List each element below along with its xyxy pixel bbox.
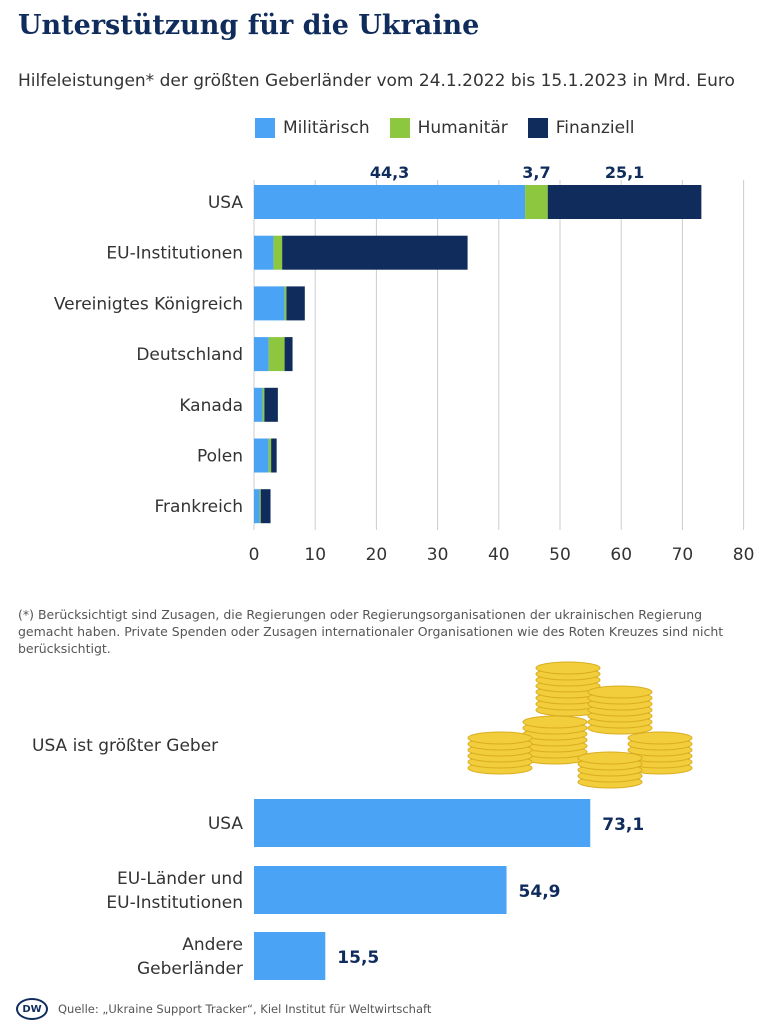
total-category-label: USA [208, 814, 244, 834]
bar-militärisch-3 [254, 337, 269, 372]
total-bar-chart: 73,1 USA 54,9 EU-Länder und EU-Institutionen… [106, 799, 644, 980]
total-category-label: EU-Institutionen [106, 893, 243, 913]
bar-militärisch-1 [254, 235, 274, 270]
data-label-usa-2: 25,1 [605, 163, 644, 182]
x-tick-label: 0 [249, 545, 260, 565]
x-tick-label: 60 [610, 545, 632, 565]
total-bar-2 [254, 932, 326, 980]
coin-stack [627, 731, 693, 775]
legend-swatch-financial [527, 118, 548, 138]
total-value-label: 15,5 [337, 948, 379, 968]
bar-humanitär-1 [273, 235, 283, 270]
total-bar-1 [254, 866, 507, 914]
coin-stack [522, 715, 588, 765]
category-label: Deutschland [136, 345, 243, 365]
total-category-label: EU-Länder und [117, 869, 243, 889]
x-tick-label: 70 [672, 545, 694, 565]
source-text: Quelle: „Ukraine Support Tracker“, Kiel … [58, 1002, 432, 1016]
category-label: Polen [197, 447, 243, 467]
coin-stack [577, 751, 643, 789]
bar-humanitär-3 [268, 337, 285, 372]
bar-humanitär-4 [262, 387, 265, 422]
bar-humanitär-6 [259, 489, 261, 524]
category-label: EU-Institutionen [106, 244, 243, 264]
dw-logo: DW [16, 998, 48, 1020]
coin [522, 715, 588, 729]
coin-stack [587, 685, 653, 735]
coin-stack [535, 661, 601, 717]
total-bar-0 [254, 799, 591, 847]
total-category-label: Geberländer [137, 959, 243, 979]
coin-stack [467, 731, 533, 775]
bar-militärisch-2 [254, 286, 285, 321]
category-label: Vereinigtes Königreich [54, 294, 243, 314]
section2-title: USA ist größter Geber [32, 736, 219, 756]
legend-label-military: Militärisch [283, 118, 370, 138]
category-label: Frankreich [155, 497, 244, 517]
x-tick-label: 40 [488, 545, 510, 565]
total-category-label: Andere [182, 935, 243, 955]
bar-finanziell-4 [264, 387, 278, 422]
coin [577, 751, 643, 765]
legend-item-military: Militärisch [255, 118, 370, 138]
coin [467, 731, 533, 745]
bar-militärisch-5 [254, 438, 269, 473]
x-tick-label: 20 [366, 545, 388, 565]
legend-label-financial: Finanziell [555, 118, 635, 138]
x-tick-label: 10 [304, 545, 326, 565]
bar-militärisch-0 [254, 185, 526, 219]
legend-label-humanitarian: Humanitär [417, 118, 508, 138]
bar-finanziell-2 [286, 286, 305, 321]
bar-militärisch-6 [254, 489, 260, 524]
data-label-usa-0: 44,3 [370, 163, 409, 182]
legend-item-humanitarian: Humanitär [389, 118, 508, 138]
data-label-usa-1: 3,7 [522, 163, 550, 182]
chart-subtitle: Hilfeleistungen* der größten Geberländer… [18, 71, 735, 91]
x-tick-label: 50 [549, 545, 571, 565]
coin-stacks-illustration [467, 661, 693, 789]
source-line: DW Quelle: „Ukraine Support Tracker“, Ki… [16, 998, 431, 1020]
legend-item-financial: Finanziell [527, 118, 635, 138]
bar-militärisch-4 [254, 387, 263, 422]
x-tick-label: 30 [427, 545, 449, 565]
legend-swatch-humanitarian [389, 118, 410, 138]
bar-finanziell-1 [282, 235, 468, 270]
stacked-bar-chart: 0 10 20 30 40 50 60 70 80 USA 44,3 3,7 25,1 EU-Instit… [54, 163, 755, 565]
coin [627, 731, 693, 745]
x-tick-label: 80 [733, 545, 755, 565]
chart-title: Unterstützung für die Ukraine [18, 10, 480, 41]
category-label: USA [208, 193, 244, 213]
total-value-label: 73,1 [602, 815, 644, 835]
coin [587, 685, 653, 699]
bar-finanziell-0 [547, 185, 702, 219]
bar-finanziell-6 [260, 489, 271, 524]
bar-finanziell-5 [271, 438, 277, 473]
bar-humanitär-5 [268, 438, 272, 473]
legend-swatch-military [255, 118, 275, 138]
footnote: (*) Berücksichtigt sind Zusagen, die Reg… [18, 607, 724, 656]
bar-finanziell-3 [284, 337, 293, 372]
bar-humanitär-2 [284, 286, 287, 321]
total-value-label: 54,9 [519, 882, 561, 902]
bar-humanitär-0 [525, 185, 548, 219]
category-label: Kanada [179, 396, 243, 416]
coin [535, 661, 601, 675]
legend: Militärisch Humanitär Finanziell [255, 118, 635, 138]
